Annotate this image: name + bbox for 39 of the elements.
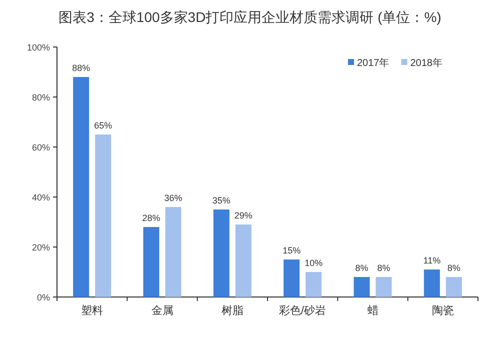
- bar: [143, 227, 160, 297]
- bar: [235, 224, 252, 297]
- bar: [446, 277, 462, 297]
- y-tick-label: 80%: [32, 92, 50, 102]
- y-tick-label: 60%: [32, 142, 50, 152]
- bar: [73, 77, 90, 297]
- data-label: 36%: [164, 193, 182, 203]
- data-label: 10%: [304, 258, 323, 268]
- data-label: 29%: [234, 210, 252, 220]
- bar: [306, 272, 322, 297]
- data-label: 8%: [355, 263, 368, 273]
- data-label: 65%: [94, 120, 112, 130]
- chart-title: 图表3：全球100多家3D打印应用企业材质需求调研 (单位：%): [58, 9, 442, 25]
- x-tick-label: 金属: [151, 305, 174, 317]
- data-label: 8%: [447, 263, 460, 273]
- x-tick-label: 蜡: [367, 304, 378, 317]
- bar: [354, 277, 370, 297]
- y-tick-label: 100%: [26, 42, 50, 52]
- bar: [284, 260, 300, 297]
- bar: [165, 207, 182, 297]
- bar: [424, 270, 440, 297]
- data-label: 28%: [142, 213, 160, 223]
- data-label: 8%: [377, 263, 390, 273]
- bar: [213, 210, 230, 297]
- data-label: 15%: [282, 246, 301, 256]
- data-label: 88%: [72, 63, 90, 73]
- x-tick-label: 彩色/砂岩: [279, 304, 326, 317]
- data-label: 11%: [423, 256, 441, 266]
- bar: [376, 277, 392, 297]
- y-tick-label: 20%: [32, 242, 50, 252]
- bar: [95, 134, 112, 297]
- y-tick-label: 0%: [36, 292, 50, 302]
- legend-label: 2017年: [357, 57, 390, 69]
- legend-label: 2018年: [410, 57, 442, 69]
- x-tick-label: 陶瓷: [432, 305, 454, 317]
- data-label: 35%: [212, 196, 230, 206]
- x-tick-label: 树脂: [221, 305, 244, 317]
- x-tick-label: 塑料: [81, 304, 104, 317]
- y-tick-label: 40%: [32, 192, 50, 202]
